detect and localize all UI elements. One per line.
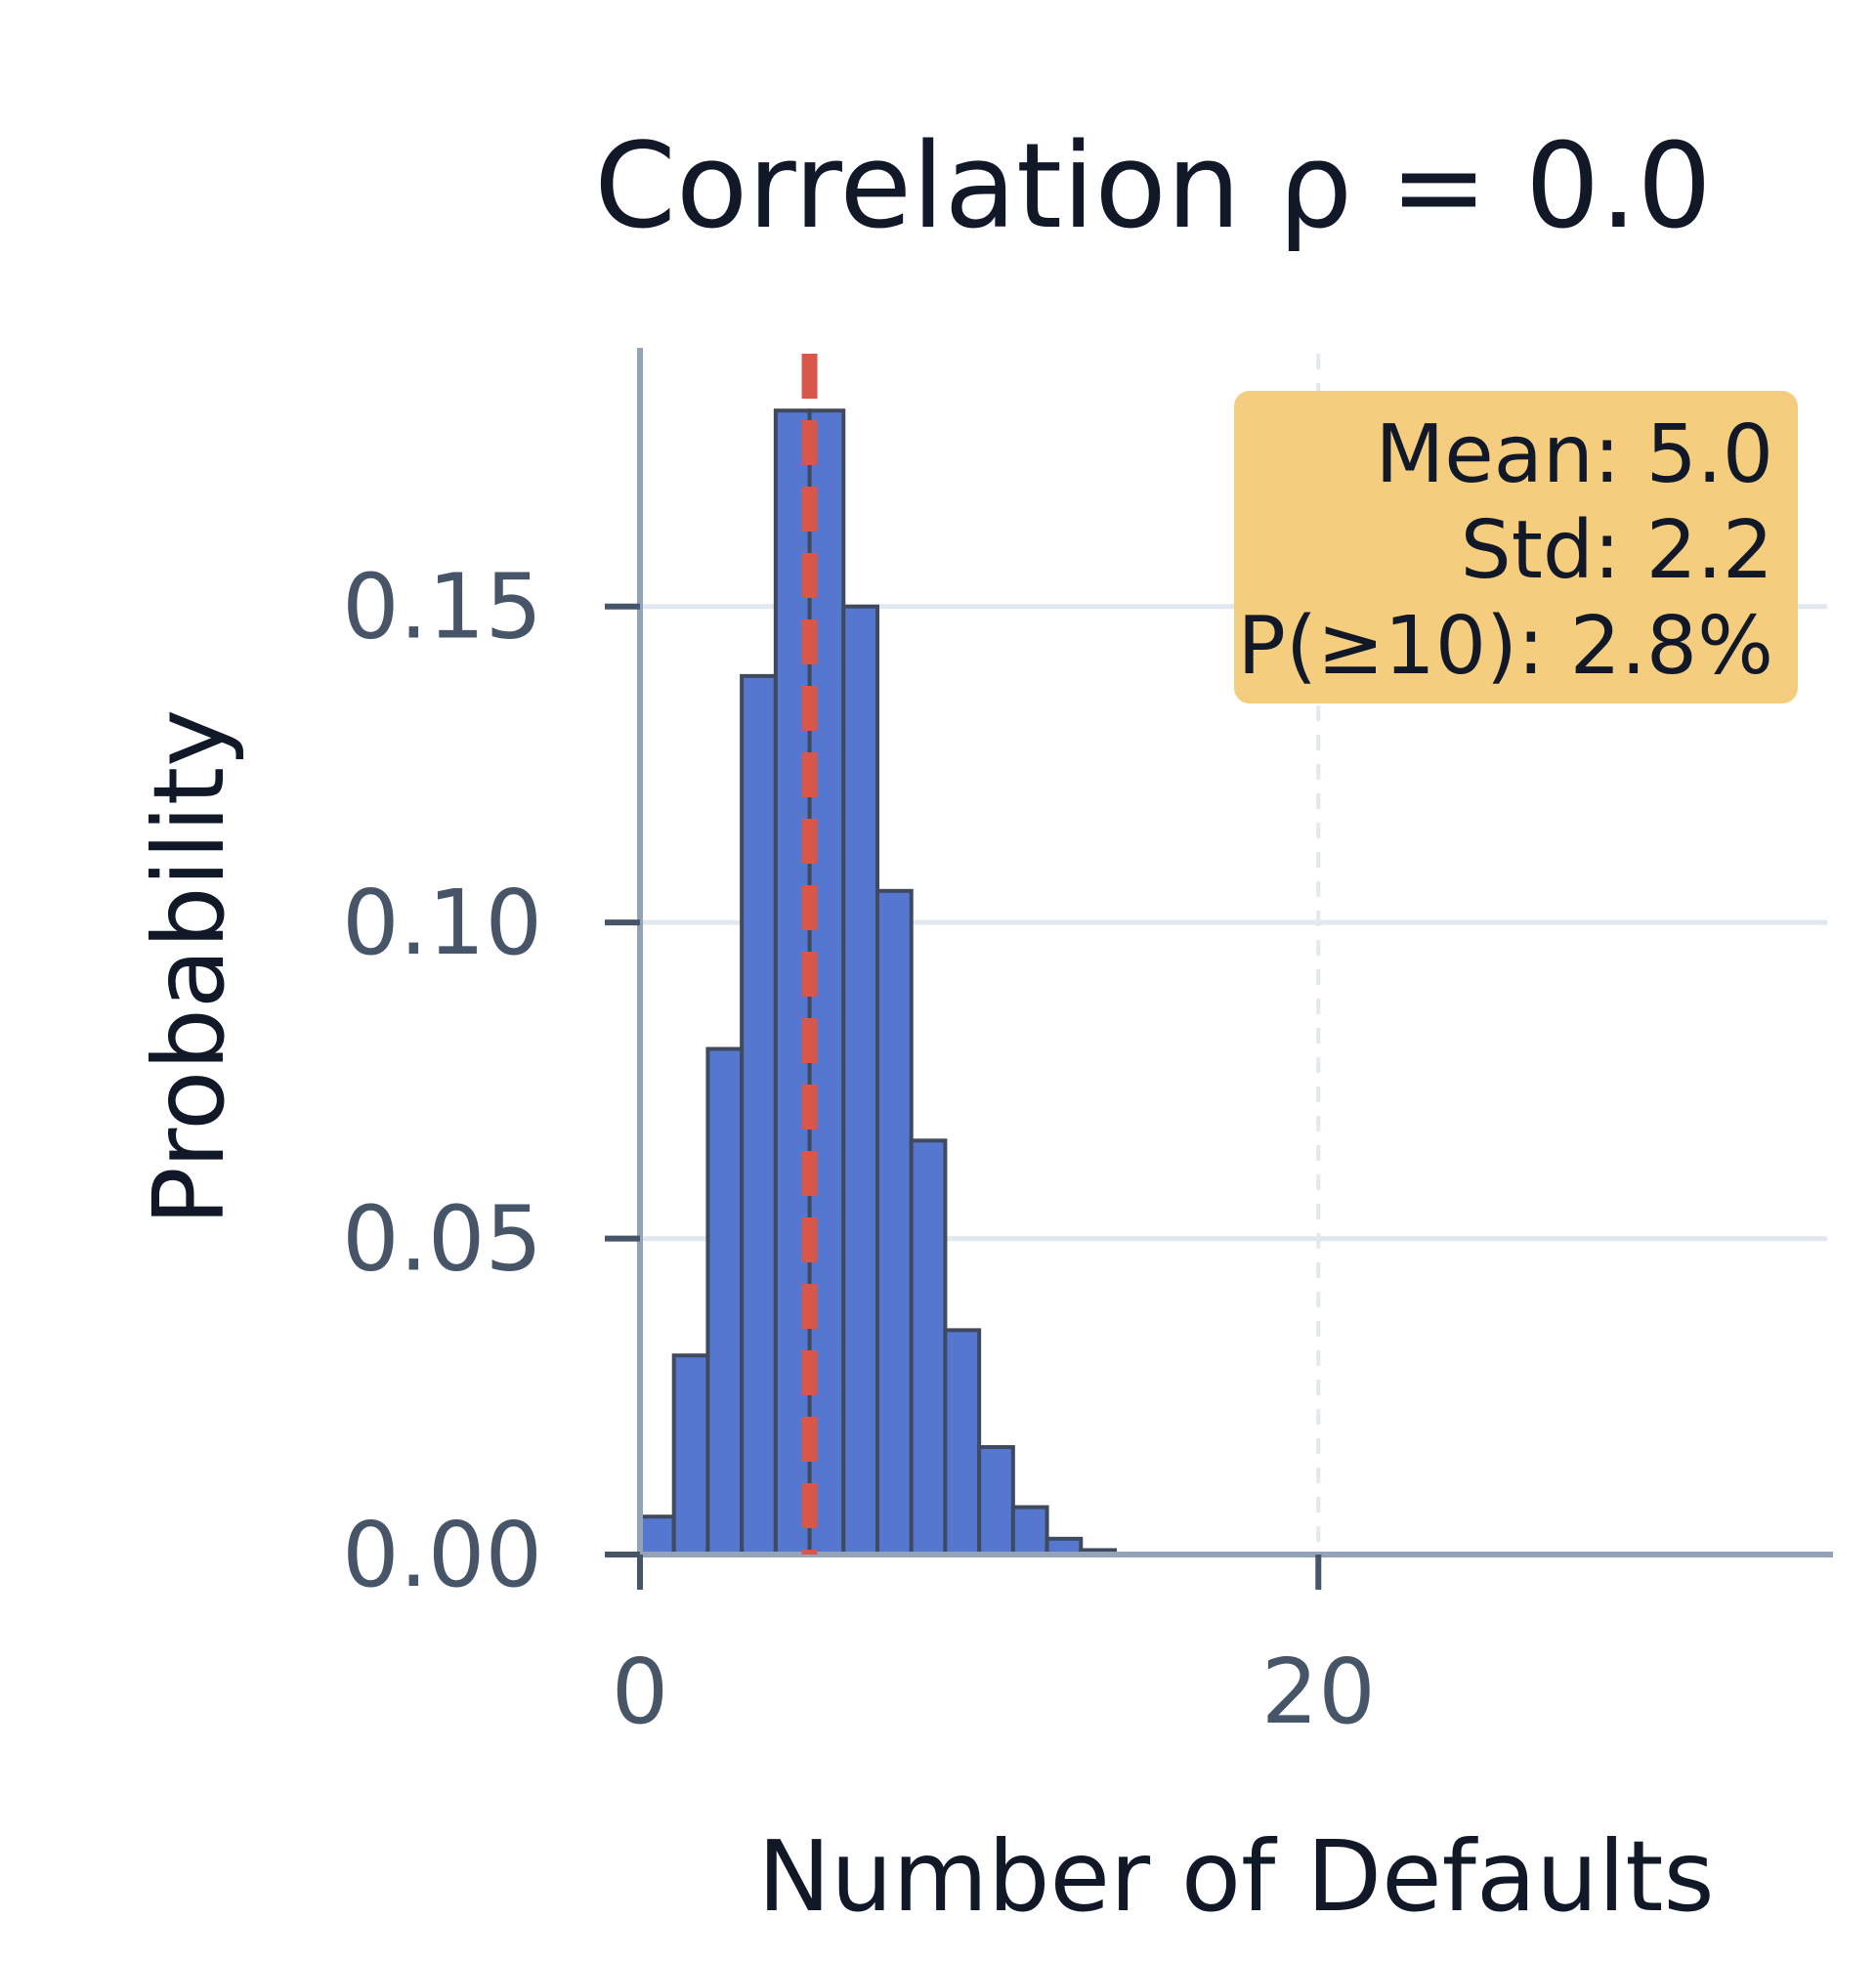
histogram-bar: [875, 888, 914, 1556]
histogram-bar: [943, 1328, 982, 1557]
histogram-bar: [909, 1138, 948, 1557]
bars-layer: [638, 408, 1118, 1557]
y-tick-label: 0.00: [342, 1503, 542, 1607]
stats-std-text: Std: 2.2: [1461, 504, 1773, 597]
histogram-bar: [740, 673, 778, 1556]
stats-box-background: [1234, 391, 1798, 703]
histogram-bar: [1010, 1505, 1049, 1556]
y-axis-label: Probability: [132, 709, 246, 1226]
stats-mean-text: Mean: 5.0: [1375, 408, 1773, 501]
chart-title: Correlation ρ = 0.0: [594, 119, 1712, 255]
ticks-layer: 0.00 0.05 0.10 0.15 0 20: [342, 555, 1376, 1744]
histogram-bar: [841, 604, 879, 1556]
histogram-bar: [977, 1445, 1015, 1557]
y-tick-label: 0.15: [342, 555, 542, 660]
histogram-bar: [705, 1046, 745, 1557]
histogram-bar: [671, 1353, 710, 1557]
x-tick-label: 20: [1261, 1640, 1376, 1744]
y-tick-label: 0.10: [342, 871, 542, 975]
axis-layer: [637, 348, 1833, 1557]
histogram-bar: [638, 1514, 676, 1556]
stats-box: Mean: 5.0 Std: 2.2 P(≥10): 2.8%: [1234, 391, 1798, 703]
x-tick-label: 0: [612, 1640, 669, 1744]
stats-tail-text: P(≥10): 2.8%: [1238, 600, 1774, 693]
y-tick-label: 0.05: [342, 1187, 542, 1292]
x-axis-label: Number of Defaults: [757, 1819, 1714, 1934]
